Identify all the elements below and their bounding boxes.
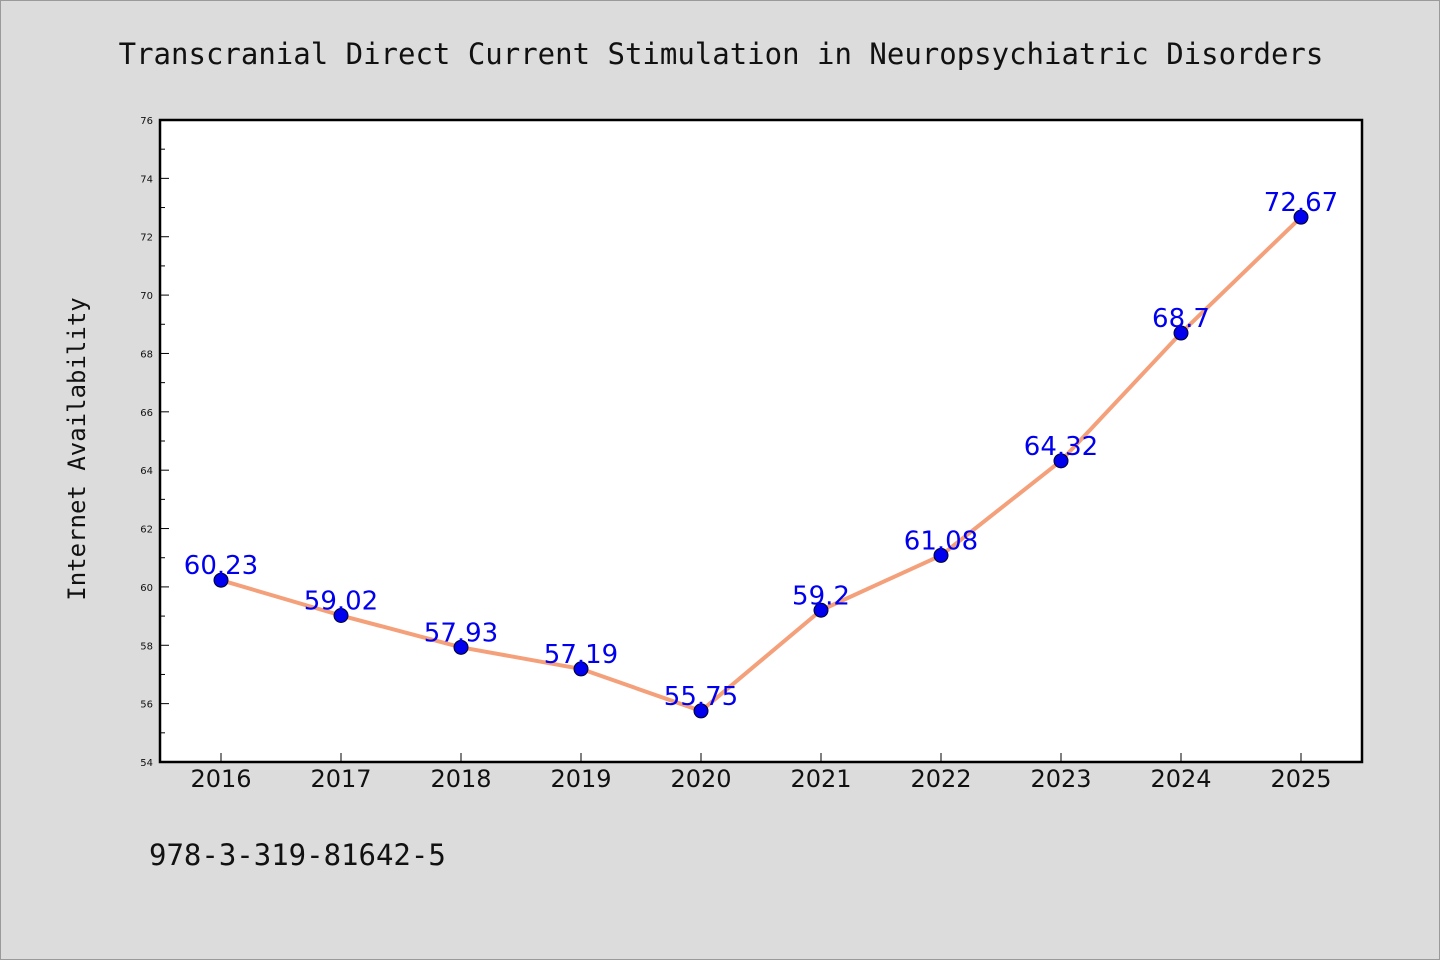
data-label: 72.67 — [1264, 188, 1338, 218]
y-tick-label: 64 — [140, 466, 153, 477]
y-axis: 54 56 58 60 62 64 66 68 70 72 74 76 — [140, 116, 169, 769]
y-tick-label: 56 — [140, 700, 153, 711]
data-point — [933, 547, 949, 563]
data-label: 68.7 — [1152, 304, 1210, 334]
footer-isbn: 978-3-319-81642-5 — [149, 838, 446, 872]
data-label: 64.32 — [1024, 432, 1098, 462]
x-tick-label: 2025 — [1270, 765, 1331, 793]
series-group — [213, 209, 1309, 719]
x-tick-label: 2019 — [550, 765, 611, 793]
data-point — [813, 602, 829, 618]
data-point — [1293, 209, 1309, 225]
data-point — [213, 572, 229, 588]
x-axis: 2016 2017 2018 2019 2020 2021 2022 2023 2024 2025 — [190, 753, 1332, 793]
data-label: 55.75 — [664, 682, 738, 712]
y-tick-label: 60 — [140, 583, 153, 594]
y-tick-label: 58 — [140, 641, 153, 652]
data-point — [573, 661, 589, 677]
y-tick-label: 70 — [140, 291, 153, 302]
data-point — [693, 703, 709, 719]
y-tick-label: 54 — [140, 758, 153, 769]
data-point — [333, 608, 349, 624]
x-tick-label: 2018 — [430, 765, 491, 793]
x-tick-label: 2017 — [310, 765, 371, 793]
y-tick-label: 74 — [140, 174, 153, 185]
x-tick-label: 2021 — [790, 765, 851, 793]
data-label: 57.19 — [544, 640, 618, 670]
x-tick-label: 2024 — [1150, 765, 1211, 793]
x-tick-label: 2023 — [1030, 765, 1091, 793]
y-tick-label: 62 — [140, 525, 153, 536]
data-labels: 60.23 59.02 57.93 57.19 55.75 59.2 61.08 64.32 6… — [184, 188, 1338, 712]
data-label: 59.2 — [792, 581, 850, 611]
data-label: 61.08 — [904, 526, 978, 556]
data-label: 60.23 — [184, 551, 258, 581]
y-tick-label: 68 — [140, 349, 153, 360]
series-line — [219, 215, 1303, 713]
x-tick-label: 2016 — [190, 765, 251, 793]
y-axis-label: Internet Availability — [63, 297, 91, 600]
x-tick-label: 2022 — [910, 765, 971, 793]
data-point — [1173, 325, 1189, 341]
chart-title: Transcranial Direct Current Stimulation … — [119, 37, 1324, 71]
y-tick-label: 72 — [140, 233, 153, 244]
data-label: 57.93 — [424, 618, 498, 648]
data-point — [453, 639, 469, 655]
data-label: 59.02 — [304, 587, 378, 617]
plot-area — [158, 118, 1364, 764]
x-tick-label: 2020 — [670, 765, 731, 793]
y-tick-label: 66 — [140, 408, 153, 419]
data-point — [1053, 453, 1069, 469]
y-tick-label: 76 — [140, 116, 153, 127]
